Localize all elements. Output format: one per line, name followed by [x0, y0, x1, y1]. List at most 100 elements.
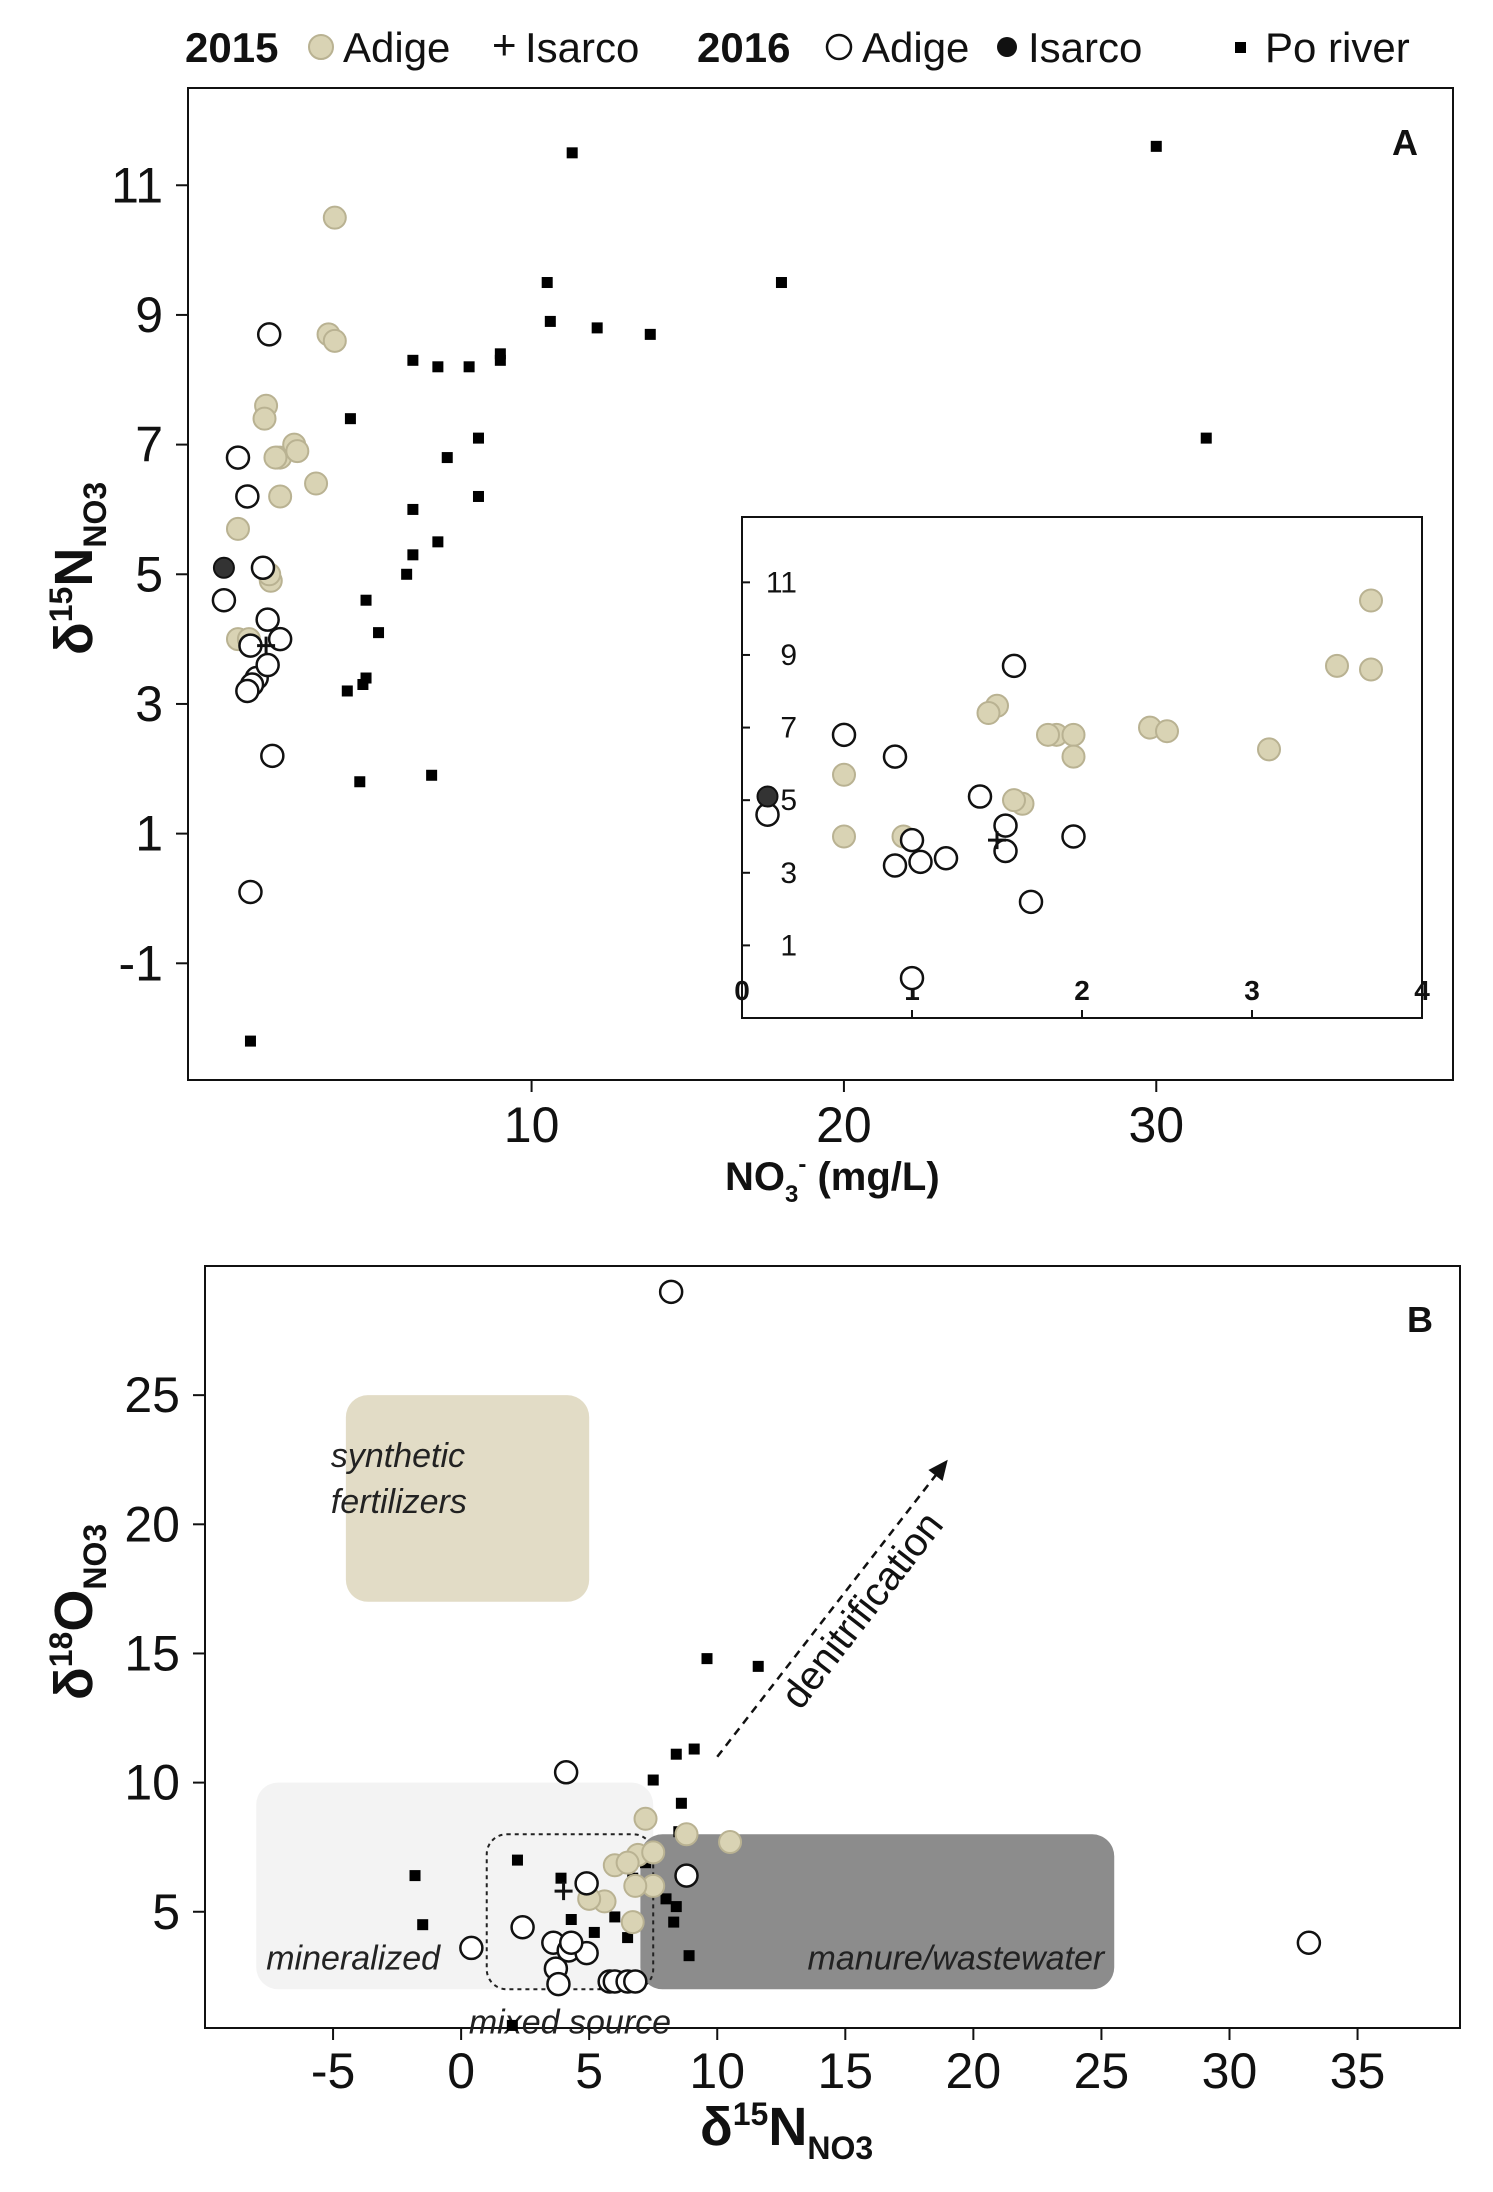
po-river-point	[432, 536, 444, 548]
inset-y-tick-label: 3	[780, 857, 797, 890]
po-river-point	[472, 432, 484, 444]
po-river-point	[752, 1660, 764, 1672]
y-tick-label: 11	[111, 157, 163, 213]
legend: 2015 Adige + Isarco 2016 Adige Isarco Po…	[185, 21, 1410, 71]
adige-2016-point	[559, 1930, 584, 1956]
adige-2016-point	[908, 849, 933, 875]
po-river-point	[244, 1035, 256, 1047]
x-tick-label: 5	[575, 2043, 603, 2099]
adige-2016-point	[510, 1915, 535, 1940]
po-river-point	[354, 776, 366, 788]
adige-2016-point	[1296, 1930, 1322, 1956]
isarco-2016-point	[756, 785, 779, 808]
inset-x-tick-label: 3	[1244, 975, 1260, 1006]
y-tick-label: 9	[135, 287, 163, 343]
adige-2015-point	[1257, 737, 1281, 762]
adige-2016-point	[255, 652, 280, 678]
adige-2015-point	[976, 701, 1001, 726]
po-river-point	[701, 1653, 713, 1665]
legend-isarco-2015-marker: +	[492, 21, 517, 68]
po-river-point	[1200, 432, 1212, 444]
adige-2016-point	[225, 445, 251, 470]
po-river-point	[566, 147, 578, 159]
adige-2015-point	[832, 824, 856, 849]
adige-2016-point	[255, 607, 280, 632]
po-river-point	[565, 1914, 577, 1926]
po-river-point	[541, 277, 553, 289]
x-tick-label: 25	[1074, 2043, 1130, 2099]
legend-adige-2015-marker	[308, 34, 334, 60]
adige-2016-point	[238, 879, 263, 905]
adige-2016-point	[658, 1279, 684, 1305]
adige-2016-point	[256, 322, 282, 347]
adige-2016-point	[899, 827, 925, 853]
x-tick-label: 30	[1202, 2043, 1258, 2099]
x-tick-label: 35	[1330, 2043, 1386, 2099]
adige-2015-point	[263, 445, 288, 470]
po-river-point	[373, 627, 385, 639]
legend-adige-2015-label: Adige	[343, 24, 450, 71]
adige-2015-point	[322, 328, 347, 353]
adige-2015-point	[225, 516, 250, 541]
adige-2015-point	[620, 1910, 645, 1935]
po-river-point	[683, 1950, 695, 1962]
region-synthetic-fertilizers-label: fertilizers	[331, 1483, 467, 1521]
adige-2015-point	[322, 205, 347, 230]
adige-2016-point	[1001, 653, 1027, 679]
po-river-point	[644, 328, 656, 340]
legend-adige-2016-label: Adige	[862, 24, 969, 71]
legend-isarco-2015-label: Isarco	[525, 24, 639, 71]
panel-a-points	[211, 140, 1212, 1047]
inset-y-tick-label: 7	[780, 712, 797, 745]
po-river-point	[511, 1854, 523, 1866]
inset-y-tick-label: 9	[780, 639, 797, 672]
y-tick-label: -1	[119, 935, 163, 991]
region-mixed-source-label: mixed source	[469, 2003, 671, 2041]
x-tick-label: 20	[816, 1097, 872, 1153]
po-river-point	[591, 322, 603, 334]
po-river-point	[417, 1919, 429, 1931]
adige-2016-point	[235, 484, 260, 509]
po-river-point	[775, 277, 787, 289]
po-river-point	[407, 503, 419, 515]
adige-2015-point	[1036, 722, 1060, 747]
po-river-point	[432, 361, 444, 373]
panel-b-frame	[204, 1265, 1461, 2029]
adige-2016-point	[260, 743, 285, 769]
y-tick-label: 1	[135, 806, 163, 862]
denitrification-arrow-line	[716, 1458, 949, 1758]
legend-year-2016: 2016	[697, 24, 790, 71]
po-river-point	[360, 672, 372, 684]
adige-2016-point	[250, 555, 276, 581]
adige-2015-point	[1002, 788, 1026, 813]
legend-isarco-2016-marker	[997, 37, 1017, 57]
adige-2015-point	[304, 471, 329, 496]
adige-2015-point	[1155, 719, 1179, 744]
adige-2015-point	[718, 1830, 743, 1855]
x-tick-label: 15	[817, 2043, 873, 2099]
adige-2015-point	[1061, 722, 1086, 747]
adige-2016-point	[882, 853, 908, 878]
adige-2016-point	[623, 1969, 648, 1994]
adige-2016-point	[235, 678, 260, 704]
denitrification-label: denitrification	[773, 1504, 952, 1717]
region-synthetic-fertilizers	[345, 1395, 590, 1602]
adige-2016-point	[831, 722, 857, 748]
adige-2015-point	[633, 1806, 658, 1831]
isarco-2015-point	[554, 1882, 573, 1901]
po-river-point	[463, 361, 475, 373]
po-river-point	[472, 490, 484, 502]
adige-2015-point	[832, 762, 856, 787]
adige-2015-point	[1359, 588, 1383, 613]
panel-b: B mineralized manure/wastewater synthetic f…	[43, 1265, 1461, 2166]
panel-a-label: A	[1392, 122, 1418, 163]
inset-x-tick-label: 0	[734, 975, 750, 1006]
po-river-point	[344, 413, 356, 425]
inset-frame	[741, 516, 1423, 1019]
po-river-point	[494, 348, 506, 360]
adige-2016-point	[899, 965, 925, 991]
adige-2015-point	[1061, 744, 1086, 769]
legend-year-2015: 2015	[185, 24, 278, 71]
